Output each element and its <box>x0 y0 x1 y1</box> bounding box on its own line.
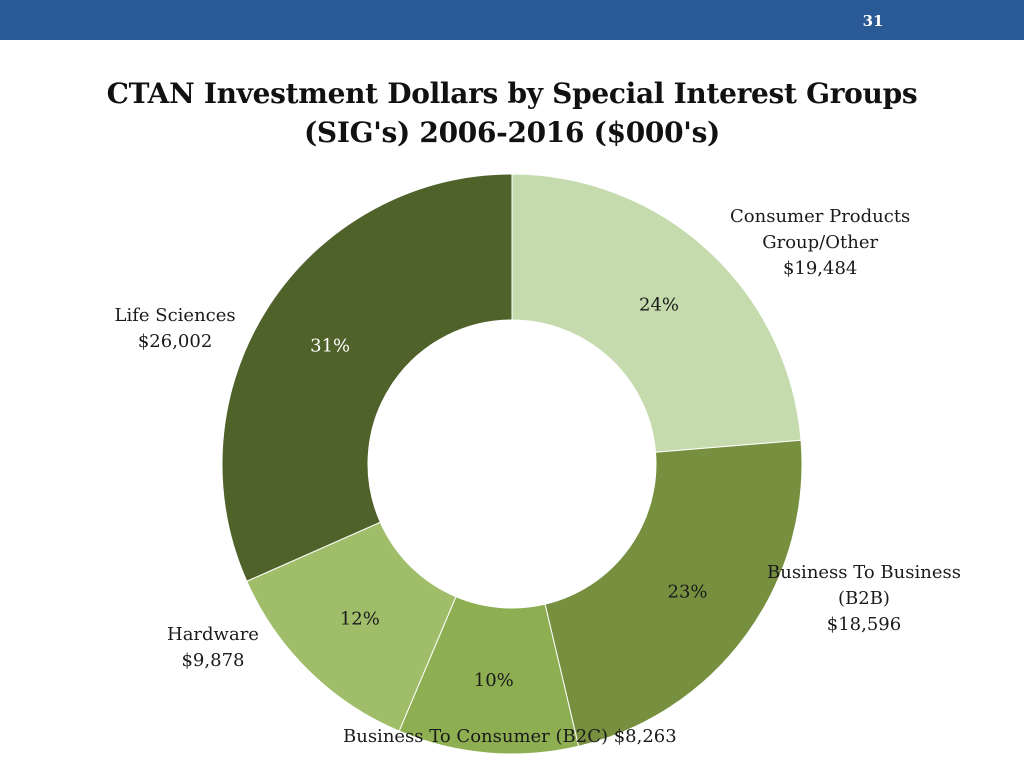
slice-category-label: Hardware $9,878 <box>167 622 259 674</box>
donut-slice <box>544 439 803 747</box>
slice-label-line: $9,878 <box>181 650 245 671</box>
donut-slice <box>511 173 802 453</box>
slice-label-line: $26,002 <box>137 331 213 352</box>
slice-percent-label: 31% <box>310 336 350 357</box>
slice-label-line: $19,484 <box>782 258 858 279</box>
donut-slice <box>246 521 457 732</box>
slice-label-line: Business To Consumer (B2C) $8,263 <box>343 726 677 747</box>
slice-category-label: Business To Business (B2B) $18,596 <box>767 560 961 638</box>
slice-category-label: Life Sciences $26,002 <box>115 303 236 355</box>
slice-percent-label: 12% <box>340 609 380 630</box>
slice-percent-label: 24% <box>639 294 679 315</box>
slice-label-line: Business To Business <box>767 562 961 583</box>
slice-label-line: $18,596 <box>826 614 902 635</box>
chart-title-line-2: (SIG's) 2006-2016 ($000's) <box>303 116 720 149</box>
slice-label-line: Life Sciences <box>114 305 236 326</box>
slice-percent-label: 23% <box>668 582 708 603</box>
slice-category-label: Consumer Products Group/Other $19,484 <box>730 204 910 282</box>
slice-label-line: Hardware <box>167 624 259 645</box>
slice-percent-label: 10% <box>474 670 514 691</box>
slice-label-line: Group/Other <box>762 232 879 253</box>
chart-title-line-1: CTAN Investment Dollars by Special Inter… <box>106 77 918 110</box>
chart-title: CTAN Investment Dollars by Special Inter… <box>60 74 964 152</box>
slice-label-line: Consumer Products <box>730 206 911 227</box>
page-number: 31 <box>862 12 884 30</box>
header-bar: 31 <box>0 0 1024 40</box>
slice-category-label: Business To Consumer (B2C) $8,263 <box>343 724 677 750</box>
slice-label-line: (B2B) <box>838 588 890 609</box>
donut-slice <box>221 173 513 582</box>
